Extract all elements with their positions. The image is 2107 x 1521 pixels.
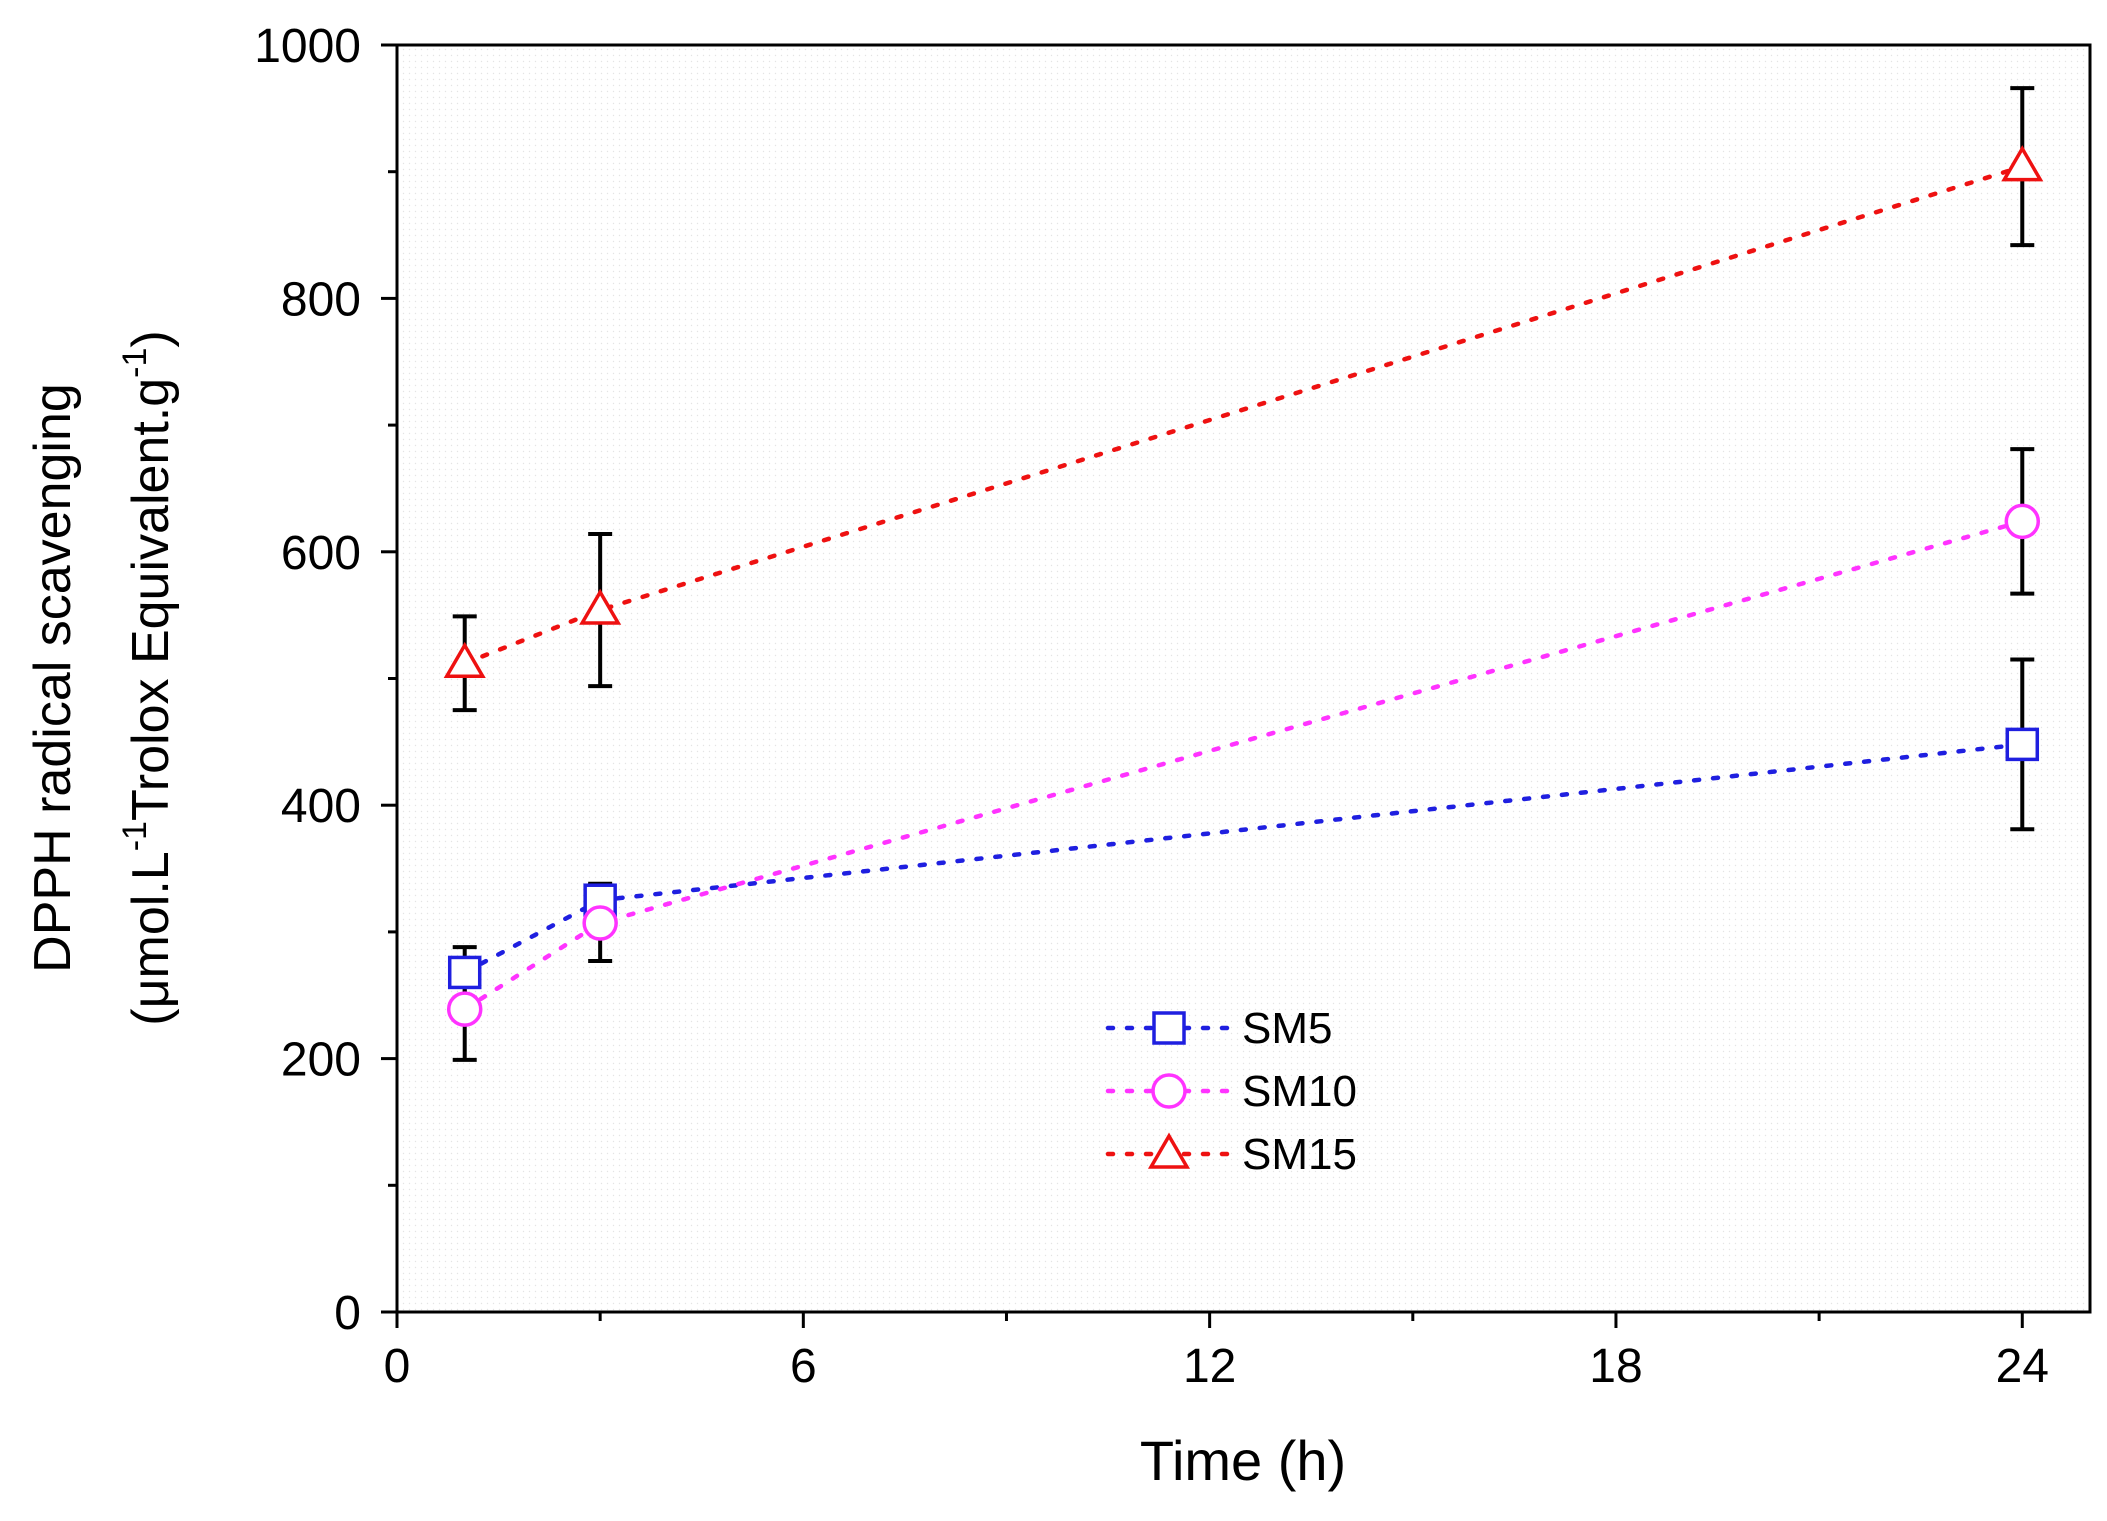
- y-label-exp-b: -1: [116, 348, 154, 378]
- data-point-SM15: [443, 641, 486, 679]
- data-point-SM5: [2005, 727, 2040, 762]
- series-layer: [443, 86, 2044, 1062]
- x-axis-label: Time (h): [1140, 1429, 1346, 1492]
- legend-label: SM10: [1242, 1067, 1357, 1116]
- legend-label: SM5: [1242, 1004, 1332, 1053]
- y-tick-label: 0: [334, 1287, 361, 1340]
- legend: SM5 SM10 SM15: [1105, 1004, 1357, 1179]
- x-tick-label: 0: [384, 1340, 411, 1393]
- axes-layer: 0 6 12 18 24 0 200 400 600 800 1000: [254, 20, 2092, 1393]
- x-tick-label: 18: [1589, 1340, 1642, 1393]
- y-label-unit-a: (μmol.L: [122, 851, 180, 1025]
- y-tick-label: 800: [281, 273, 361, 326]
- legend-entry-SM15: SM15: [1105, 1130, 1357, 1179]
- legend-marker: [1147, 1132, 1191, 1169]
- legend-label: SM15: [1242, 1130, 1357, 1179]
- y-tick-label: 400: [281, 780, 361, 833]
- plot-area: [397, 45, 2090, 1312]
- y-label-exp-a: -1: [116, 821, 154, 851]
- legend-entry-SM10: SM10: [1105, 1067, 1357, 1116]
- legend-marker: [1152, 1011, 1186, 1045]
- data-point-SM15: [579, 588, 622, 625]
- y-axis-label-line1: DPPH radical scavenging: [24, 383, 82, 973]
- legend-entry-SM5: SM5: [1105, 1004, 1332, 1053]
- series-line-SM10: [462, 519, 2025, 1012]
- y-label-close: ): [122, 330, 180, 347]
- x-tick-label: 24: [1996, 1340, 2049, 1393]
- data-point-SM10: [2004, 503, 2041, 540]
- y-tick-label: 600: [281, 527, 361, 580]
- y-label-unit-b: Trolox Equivalent.g: [122, 378, 180, 821]
- x-tick-label: 6: [790, 1340, 817, 1393]
- y-tick-label: 1000: [254, 20, 361, 73]
- data-point-SM5: [447, 955, 482, 990]
- data-point-SM10: [582, 905, 618, 941]
- legend-marker: [1151, 1073, 1187, 1109]
- series-line-SM15: [462, 164, 2025, 666]
- data-point-SM15: [2001, 145, 2044, 182]
- x-tick-label: 12: [1183, 1340, 1236, 1393]
- y-axis-label-line2: (μmol.L-1Trolox Equivalent.g-1): [116, 330, 180, 1025]
- y-tick-label: 200: [281, 1034, 361, 1087]
- data-point-SM10: [446, 991, 483, 1027]
